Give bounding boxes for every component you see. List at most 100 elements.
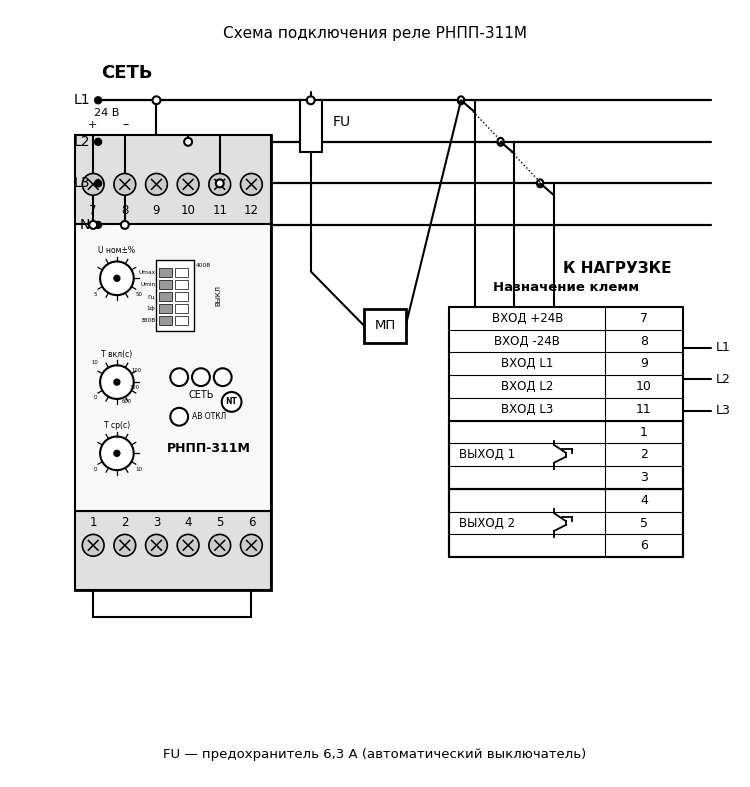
Circle shape xyxy=(209,534,230,556)
Text: 3: 3 xyxy=(640,471,648,484)
Circle shape xyxy=(94,180,101,187)
Circle shape xyxy=(114,275,120,281)
Bar xyxy=(157,260,194,331)
Circle shape xyxy=(537,179,543,186)
Circle shape xyxy=(82,173,104,195)
Circle shape xyxy=(146,534,167,556)
Circle shape xyxy=(458,96,464,102)
Text: 10: 10 xyxy=(92,360,98,365)
Circle shape xyxy=(497,138,503,144)
Circle shape xyxy=(184,138,192,146)
Text: 100: 100 xyxy=(131,368,142,373)
Text: Umax: Umax xyxy=(138,271,155,275)
Text: Гц: Гц xyxy=(148,294,155,299)
Text: +: + xyxy=(88,120,97,130)
Text: ВХОД -24В: ВХОД -24В xyxy=(494,334,560,348)
Text: 380В: 380В xyxy=(140,318,155,323)
Text: ВХОД L3: ВХОД L3 xyxy=(501,403,554,416)
Circle shape xyxy=(100,437,134,470)
Text: L3: L3 xyxy=(74,176,90,190)
Text: 50: 50 xyxy=(135,292,142,297)
Text: СЕТЬ: СЕТЬ xyxy=(101,64,152,82)
Circle shape xyxy=(152,96,160,104)
Circle shape xyxy=(222,392,242,412)
Circle shape xyxy=(114,450,120,456)
Text: 5: 5 xyxy=(640,516,648,530)
Text: 8: 8 xyxy=(640,334,648,348)
Text: 1ф: 1ф xyxy=(147,306,155,311)
Circle shape xyxy=(177,173,199,195)
Text: 1: 1 xyxy=(640,426,648,438)
Bar xyxy=(176,316,188,325)
Text: 0: 0 xyxy=(94,395,97,401)
Text: ВХОД +24В: ВХОД +24В xyxy=(491,312,563,325)
Text: Т ср(с): Т ср(с) xyxy=(104,421,130,430)
Text: 8: 8 xyxy=(121,204,128,216)
Bar xyxy=(176,280,188,289)
Bar xyxy=(160,268,172,277)
Text: 9: 9 xyxy=(640,357,648,371)
Text: FU — предохранитель 6,3 А (автоматический выключатель): FU — предохранитель 6,3 А (автоматически… xyxy=(164,748,586,762)
Text: 2: 2 xyxy=(121,516,128,529)
Text: Схема подключения реле РНПП-311М: Схема подключения реле РНПП-311М xyxy=(223,25,527,41)
Text: 2: 2 xyxy=(640,449,648,461)
Text: 5: 5 xyxy=(216,516,223,529)
Text: 5: 5 xyxy=(94,292,97,297)
Text: ВЫХОД 2: ВЫХОД 2 xyxy=(459,516,514,530)
Bar xyxy=(160,280,172,289)
Text: 6: 6 xyxy=(248,516,255,529)
Text: 11: 11 xyxy=(212,204,227,216)
Text: NT: NT xyxy=(226,397,238,406)
Text: Umin: Umin xyxy=(140,283,155,287)
Text: L1: L1 xyxy=(74,94,90,107)
Circle shape xyxy=(114,173,136,195)
Text: 4: 4 xyxy=(184,516,192,529)
Text: L2: L2 xyxy=(716,373,731,386)
Circle shape xyxy=(209,173,230,195)
Text: U ном±%: U ном±% xyxy=(98,246,136,255)
Bar xyxy=(300,100,322,152)
Text: L3: L3 xyxy=(716,405,731,417)
Circle shape xyxy=(170,408,188,426)
Circle shape xyxy=(114,534,136,556)
Bar xyxy=(449,489,682,557)
Circle shape xyxy=(100,365,134,399)
Text: ВЫХОД 1: ВЫХОД 1 xyxy=(459,449,514,461)
Circle shape xyxy=(537,181,543,187)
Bar xyxy=(176,304,188,313)
Circle shape xyxy=(100,261,134,295)
Circle shape xyxy=(121,221,129,229)
Bar xyxy=(75,135,272,589)
Text: 600: 600 xyxy=(122,400,132,405)
Circle shape xyxy=(216,179,223,187)
Bar xyxy=(160,304,172,313)
Text: 3: 3 xyxy=(153,516,160,529)
Circle shape xyxy=(307,96,315,104)
Circle shape xyxy=(241,173,262,195)
Circle shape xyxy=(146,173,167,195)
Text: 300: 300 xyxy=(130,385,140,390)
Circle shape xyxy=(177,534,199,556)
Text: –: – xyxy=(123,119,129,131)
Text: 9: 9 xyxy=(153,204,160,216)
Circle shape xyxy=(94,97,101,104)
Bar xyxy=(75,511,272,589)
Text: СЕТЬ: СЕТЬ xyxy=(188,390,214,400)
Circle shape xyxy=(497,140,503,146)
Text: L1: L1 xyxy=(716,341,731,354)
Text: 11: 11 xyxy=(636,403,652,416)
Text: МП: МП xyxy=(374,320,395,332)
Circle shape xyxy=(192,368,210,386)
Text: 6: 6 xyxy=(640,539,648,552)
Circle shape xyxy=(82,534,104,556)
Circle shape xyxy=(241,534,262,556)
Text: Т вкл(с): Т вкл(с) xyxy=(101,350,133,359)
Text: 400В: 400В xyxy=(196,263,211,268)
Text: 7: 7 xyxy=(640,312,648,325)
Bar xyxy=(176,268,188,277)
Text: ВЫКЛ: ВЫКЛ xyxy=(216,285,222,305)
Text: ВХОД L1: ВХОД L1 xyxy=(501,357,554,371)
Text: Назначение клемм: Назначение клемм xyxy=(493,281,639,294)
Bar xyxy=(160,292,172,301)
Text: 10: 10 xyxy=(181,204,196,216)
